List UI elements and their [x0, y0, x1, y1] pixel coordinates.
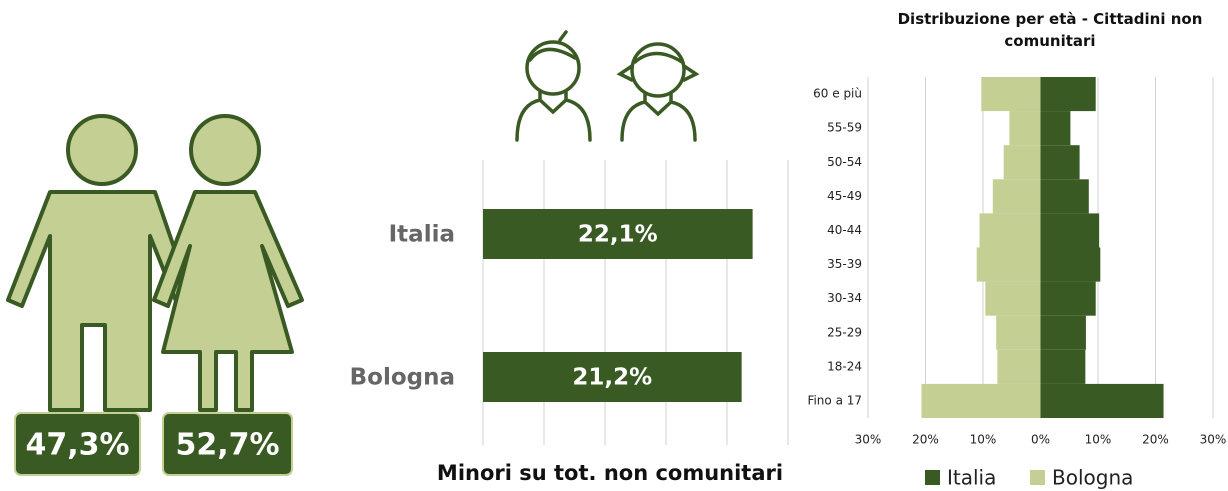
x-tick-label: 10% [970, 433, 997, 447]
bar [921, 383, 1041, 418]
girl-body [616, 51, 700, 142]
x-tick-label: 30% [1200, 433, 1227, 447]
bar [1003, 145, 1041, 180]
chart-title: Distribuzione per età - Cittadini non co… [897, 10, 1203, 50]
x-tick-label: 30% [855, 433, 882, 447]
kids-icons [515, 30, 700, 142]
x-tick-label: 20% [912, 433, 939, 447]
bar [1040, 77, 1096, 112]
bar [981, 77, 1041, 112]
value-box [14, 412, 141, 476]
bar [1040, 281, 1096, 316]
category-label: Bologna [350, 365, 455, 391]
boy-head [525, 40, 581, 96]
category-label: 60 e più [813, 87, 862, 101]
category-label: 25-29 [827, 325, 862, 339]
x-tick-label: 20% [1142, 433, 1169, 447]
category-label: 45-49 [827, 189, 862, 203]
boy-body [515, 30, 592, 142]
legend-swatch [925, 470, 940, 485]
figures [6, 114, 304, 412]
bar [979, 213, 1041, 248]
bar [1009, 111, 1041, 146]
x-tick-label: 10% [1085, 433, 1112, 447]
category-label: Fino a 17 [807, 393, 862, 407]
category-label: 40-44 [827, 223, 862, 237]
bar [1040, 179, 1089, 214]
category-label: 35-39 [827, 257, 862, 271]
legend-label: Italia [947, 466, 996, 490]
bar [992, 179, 1041, 214]
legend-swatch [1030, 470, 1045, 485]
category-label: Italia [389, 222, 455, 248]
category-label: 30-34 [827, 291, 862, 305]
category-label: 18-24 [827, 359, 862, 373]
woman-body [152, 190, 304, 412]
value-label: 22,1% [578, 222, 658, 248]
value-box [162, 412, 293, 476]
bar [976, 247, 1041, 282]
woman-head [189, 114, 261, 186]
girl-head [630, 42, 686, 98]
bar [1040, 349, 1086, 384]
bar [1040, 383, 1164, 418]
bar [1040, 247, 1101, 282]
bar [985, 281, 1041, 316]
category-label: 55-59 [827, 121, 862, 135]
bar [996, 315, 1041, 350]
bar [1040, 315, 1086, 350]
value-label: 47,3% [25, 428, 129, 463]
x-axis-label: Minori su tot. non comunitari [437, 461, 783, 485]
x-tick-label: 0% [1031, 433, 1050, 447]
bar [1040, 145, 1080, 180]
legend-label: Bologna [1052, 466, 1133, 490]
category-label: 50-54 [827, 155, 862, 169]
man-head [66, 114, 138, 186]
bar [1040, 111, 1071, 146]
value-label: 21,2% [572, 365, 652, 391]
bar [483, 209, 753, 259]
bar [997, 349, 1041, 384]
bar [1040, 213, 1100, 248]
bar [483, 352, 742, 402]
value-label: 52,7% [175, 428, 279, 463]
